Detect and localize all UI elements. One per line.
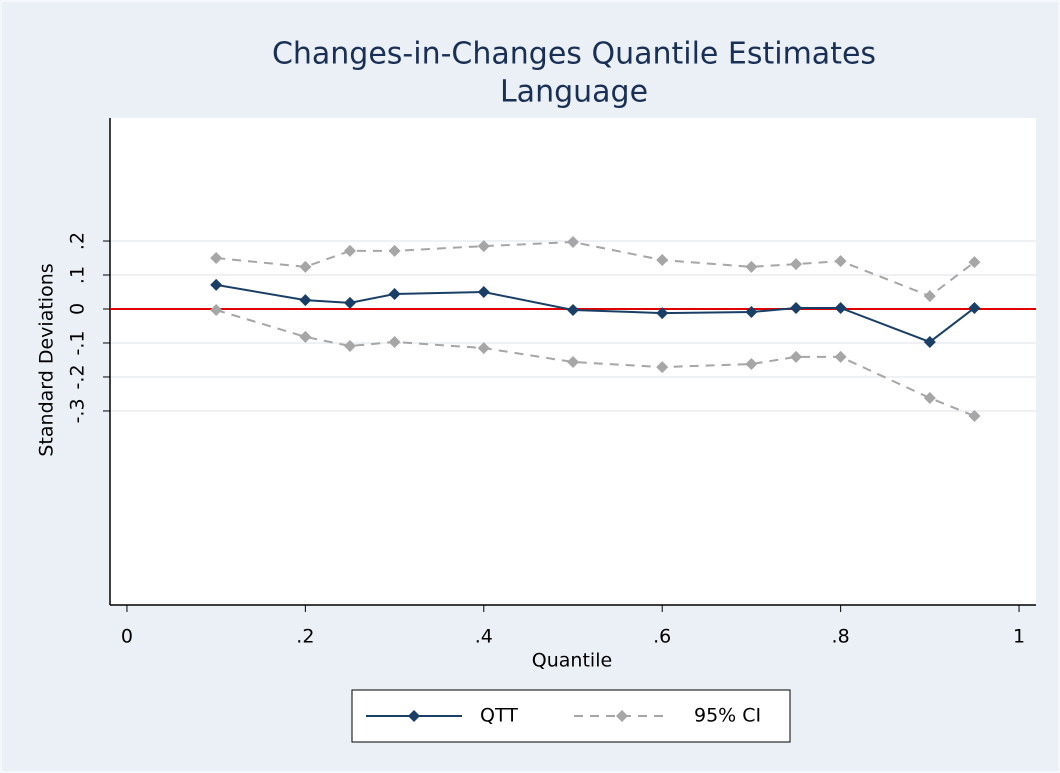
legend-marker	[408, 710, 420, 722]
point-marker	[388, 288, 401, 301]
point-marker	[210, 252, 223, 265]
point-marker	[343, 340, 356, 353]
point-marker	[477, 240, 490, 253]
point-marker	[343, 296, 356, 309]
legend-marker	[616, 710, 628, 722]
point-marker	[968, 301, 981, 314]
point-marker	[656, 254, 669, 267]
point-marker	[299, 260, 312, 273]
point-marker	[656, 361, 669, 374]
point-marker	[477, 342, 490, 355]
point-marker	[923, 290, 936, 303]
point-marker	[477, 286, 490, 299]
series-line	[216, 241, 976, 298]
point-marker	[343, 244, 356, 257]
point-marker	[745, 306, 758, 319]
point-marker	[656, 307, 669, 320]
point-marker	[745, 358, 758, 371]
point-marker	[923, 392, 936, 405]
x-axis-label: Quantile	[532, 650, 612, 672]
x-tick-label: .6	[653, 626, 671, 648]
y-tick-label: -.3	[67, 398, 89, 423]
y-tick-label: -.1	[67, 330, 89, 355]
point-marker	[834, 301, 847, 314]
x-tick-label: .2	[296, 626, 314, 648]
point-marker	[834, 350, 847, 363]
point-marker	[210, 278, 223, 291]
point-marker	[567, 236, 579, 249]
series-line	[215, 309, 975, 417]
x-tick-label: .4	[475, 626, 493, 648]
point-marker	[834, 255, 847, 268]
point-marker	[968, 256, 981, 269]
point-marker	[299, 330, 312, 343]
legend-label: QTT	[480, 705, 518, 727]
point-marker	[790, 301, 803, 314]
x-tick-label: .8	[832, 626, 850, 648]
point-marker	[388, 335, 401, 348]
series-line	[215, 283, 976, 344]
x-tick-label: 1	[1013, 626, 1025, 648]
y-tick-label: -.2	[67, 364, 89, 389]
point-marker	[790, 350, 803, 363]
chart-subtitle: Language	[500, 75, 648, 110]
point-marker	[210, 304, 223, 317]
y-axis-label: Standard Deviations	[36, 263, 58, 456]
y-tick-label: 0	[67, 303, 89, 315]
y-tick-label: .2	[67, 232, 89, 250]
x-tick-label: 0	[121, 626, 133, 648]
point-marker	[745, 260, 758, 273]
y-tick-label: .1	[67, 266, 89, 284]
point-marker	[299, 294, 312, 307]
point-marker	[968, 410, 981, 423]
chart-title: Changes-in-Changes Quantile Estimates	[272, 37, 876, 72]
point-marker	[567, 304, 579, 317]
point-marker	[923, 335, 936, 348]
point-marker	[790, 258, 803, 271]
point-marker	[388, 244, 401, 257]
point-marker	[567, 356, 579, 369]
legend-label: 95% CI	[694, 705, 761, 727]
